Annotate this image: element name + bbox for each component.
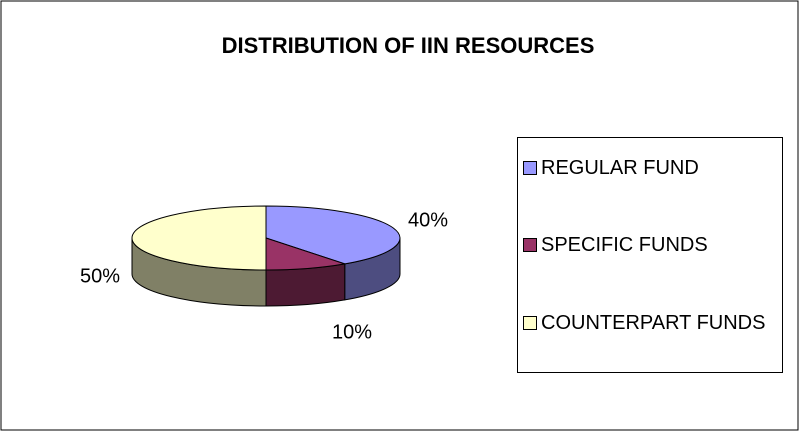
legend-entry: REGULAR FUND <box>523 155 778 181</box>
slice <box>131 205 267 271</box>
slice <box>265 237 345 271</box>
legend-swatch <box>523 238 537 252</box>
legend-swatch <box>523 161 537 175</box>
legend-swatch <box>523 316 537 330</box>
data-label: 40% <box>408 209 448 231</box>
legend-entry: SPECIFIC FUNDS <box>523 232 778 258</box>
legend-label: SPECIFIC FUNDS <box>541 234 708 256</box>
chart-title: DISTRIBUTION OF IIN RESOURCES <box>222 33 595 58</box>
legend-label: REGULAR FUND <box>541 157 699 179</box>
legend-entry: COUNTERPART FUNDS <box>523 310 778 336</box>
data-label: 50% <box>80 265 120 287</box>
legend: REGULAR FUND SPECIFIC FUNDS COUNTERPART FU… <box>517 137 783 373</box>
legend-label: COUNTERPART FUNDS <box>541 312 766 334</box>
data-label: 10% <box>332 321 372 343</box>
slice <box>265 205 401 265</box>
